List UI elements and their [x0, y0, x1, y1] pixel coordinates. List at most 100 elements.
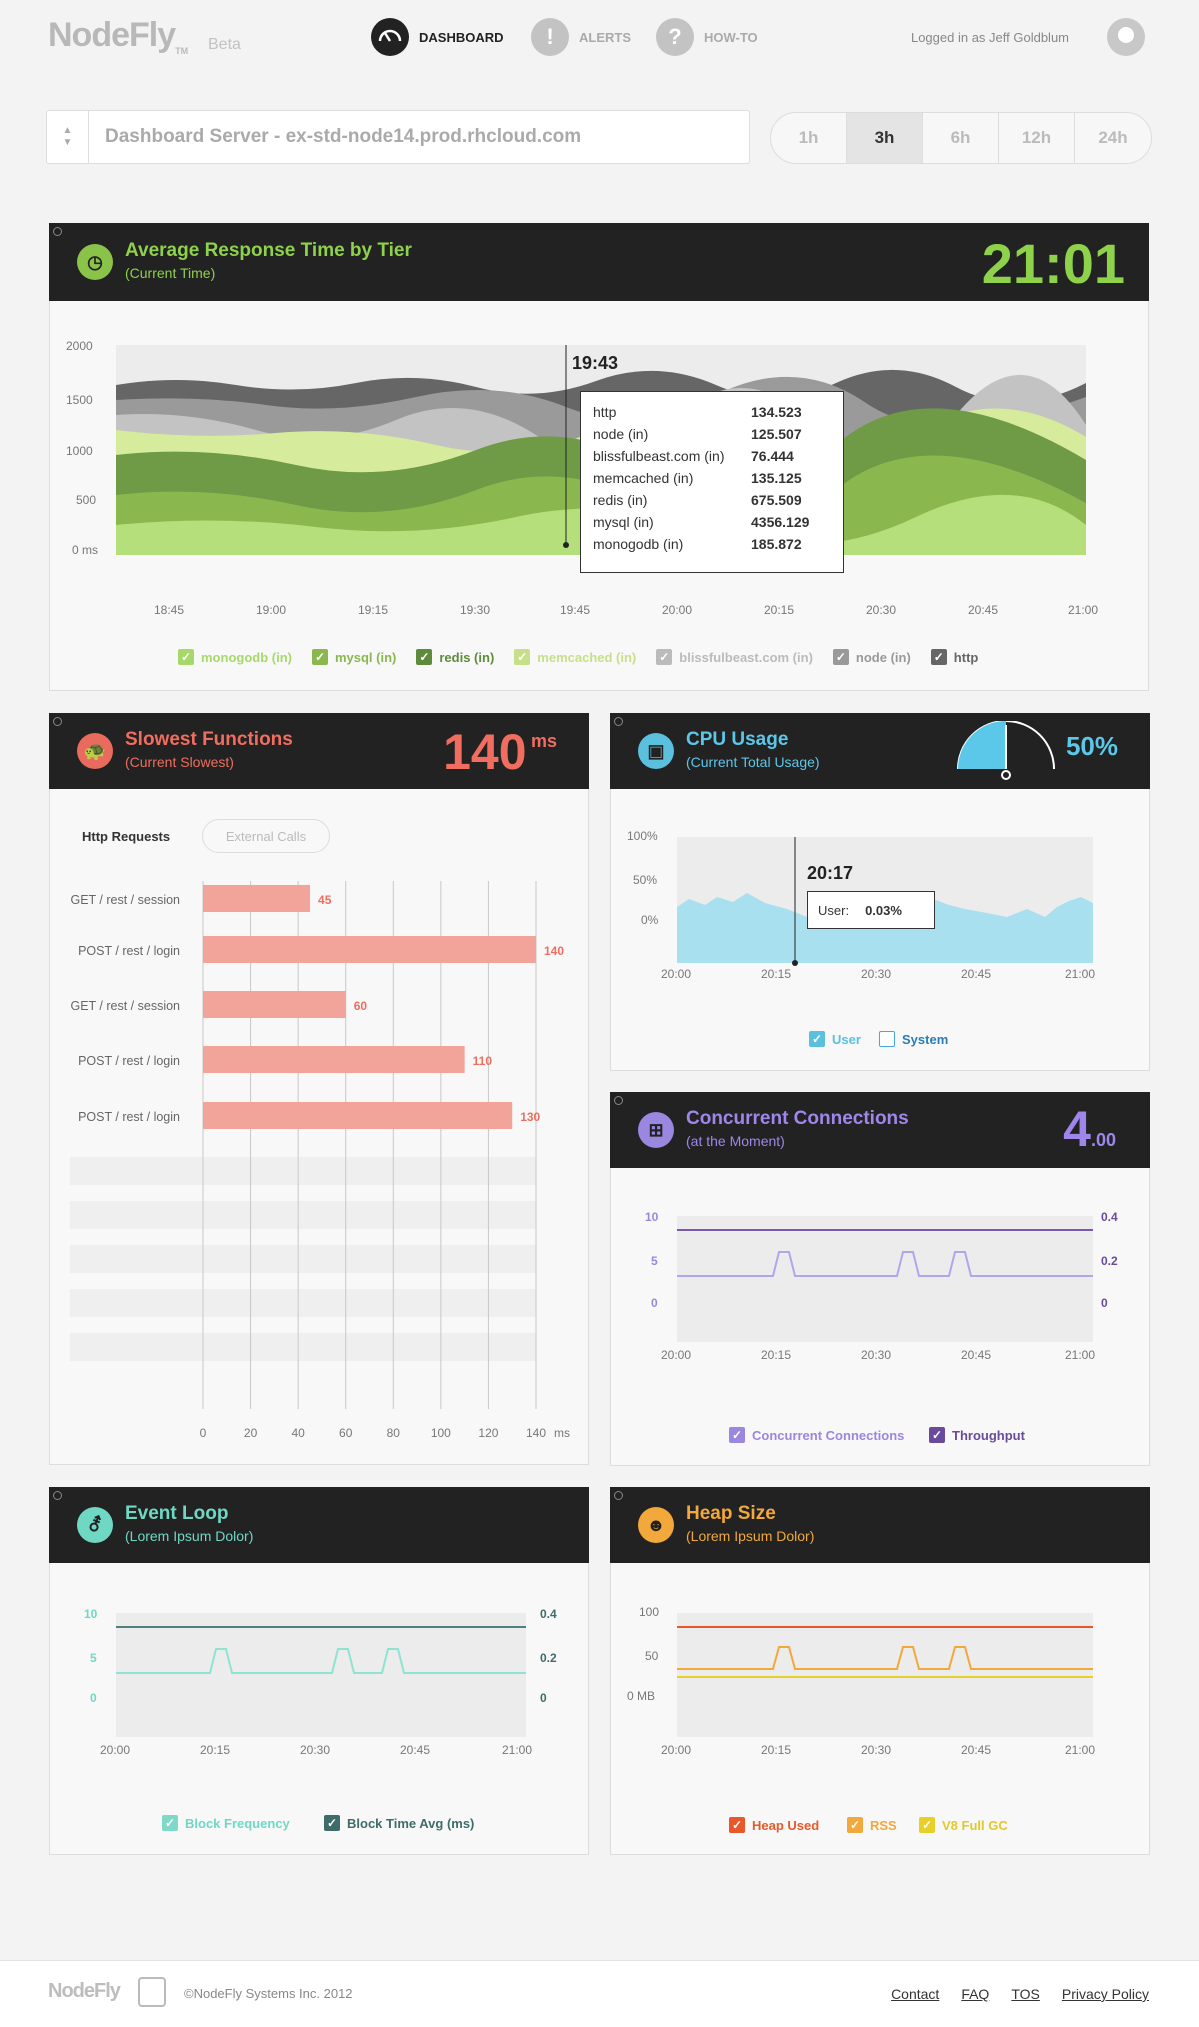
legend-item[interactable]: ✓ monogodb (in) [178, 649, 292, 665]
checkbox-icon[interactable]: ✓ [929, 1427, 945, 1443]
legend-block-time-avg[interactable]: ✓ Block Time Avg (ms) [324, 1815, 474, 1831]
connections-subtitle: (at the Moment) [686, 1133, 785, 1149]
y-tick: 10 [84, 1607, 98, 1621]
checkbox-icon[interactable]: ✓ [832, 649, 849, 665]
y-tick: 50 [645, 1649, 659, 1663]
server-selector[interactable]: ▲ ▼ Dashboard Server - ex-std-node14.pro… [46, 110, 750, 164]
legend-item[interactable]: ✓ redis (in) [416, 649, 494, 665]
legend-item[interactable]: ✓ memcached (in) [514, 649, 636, 665]
checkbox-icon[interactable]: ✓ [729, 1427, 745, 1443]
time-range-selector[interactable]: 1h 3h 6h 12h 24h [770, 112, 1152, 164]
legend-item[interactable]: ✓ node (in) [832, 649, 911, 665]
checkbox-icon[interactable] [879, 1031, 895, 1047]
connections-panel-header: ⊞ Concurrent Connections (at the Moment) … [610, 1092, 1150, 1168]
legend-label: Concurrent Connections [752, 1427, 905, 1443]
app-logo[interactable]: NodeFlyTM [48, 16, 188, 56]
legend-label: http [953, 649, 979, 665]
legend-label: redis (in) [439, 649, 495, 665]
nav-alerts[interactable]: ! ALERTS [531, 18, 631, 56]
y-tick: 50% [633, 873, 658, 887]
legend-rss[interactable]: ✓ RSS [847, 1817, 897, 1833]
legend-label: System [902, 1031, 949, 1047]
x-tick: 20:30 [861, 967, 892, 981]
checkbox-icon[interactable]: ✓ [729, 1817, 745, 1833]
footer-links: Contact FAQ TOS Privacy Policy [891, 1986, 1149, 2002]
server-stepper[interactable]: ▲ ▼ [47, 111, 89, 163]
x-tick: 20:45 [961, 1743, 992, 1757]
y-tick-right: 0 [540, 1691, 547, 1705]
close-icon[interactable] [614, 1491, 623, 1500]
legend-concurrent-connections[interactable]: ✓ Concurrent Connections [729, 1427, 904, 1443]
slowest-value: 140 [443, 724, 527, 780]
checkbox-icon[interactable]: ✓ [178, 649, 194, 665]
range-1h[interactable]: 1h [771, 113, 847, 163]
checkbox-icon[interactable]: ✓ [324, 1815, 340, 1831]
legend-heap-used[interactable]: ✓ Heap Used [729, 1817, 819, 1833]
response-value: 21:01 [981, 232, 1125, 295]
legend-v8-full-gc[interactable]: ✓ V8 Full GC [919, 1817, 1008, 1833]
checkbox-icon[interactable]: ✓ [919, 1817, 935, 1833]
checkbox-icon[interactable]: ✓ [162, 1815, 178, 1831]
checkbox-icon[interactable]: ✓ [847, 1817, 863, 1833]
footer-link-faq[interactable]: FAQ [961, 1986, 990, 2002]
server-name[interactable]: Dashboard Server - ex-std-node14.prod.rh… [105, 126, 582, 147]
chip-icon: ▣ [638, 733, 674, 769]
user-avatar-icon[interactable] [1107, 18, 1145, 56]
tooltip-row: mysql (in) 4356.129 [593, 514, 831, 530]
checkbox-icon[interactable]: ✓ [311, 649, 328, 665]
logo-text: NodeFly [48, 16, 176, 54]
bar-value-label: 130 [520, 1110, 540, 1124]
legend-item[interactable]: ✓ http [930, 649, 979, 665]
tooltip-series-name: memcached (in) [593, 470, 694, 486]
close-icon[interactable] [614, 717, 623, 726]
checkbox-icon[interactable]: ✓ [514, 649, 531, 665]
x-tick: 21:00 [1065, 967, 1096, 981]
range-3h[interactable]: 3h [847, 113, 923, 163]
tab-http-requests[interactable]: Http Requests [82, 829, 171, 844]
heap-subtitle: (Lorem Ipsum Dolor) [686, 1528, 815, 1544]
legend-block-frequency[interactable]: ✓ Block Frequency [162, 1815, 290, 1831]
footer-link-privacy[interactable]: Privacy Policy [1061, 1986, 1149, 2002]
close-icon[interactable] [53, 717, 62, 726]
legend-throughput[interactable]: ✓ Throughput [929, 1427, 1025, 1443]
close-icon[interactable] [53, 227, 62, 236]
legend-user[interactable]: ✓ User [809, 1031, 861, 1047]
range-12h[interactable]: 12h [999, 113, 1075, 163]
x-tick: 21:00 [1068, 603, 1099, 617]
footer-link-tos[interactable]: TOS [1011, 1986, 1040, 2002]
checkbox-icon[interactable]: ✓ [930, 649, 947, 665]
chevron-down-icon[interactable]: ▼ [62, 137, 73, 148]
tab-external-calls[interactable]: External Calls [202, 819, 330, 853]
footer-link-contact[interactable]: Contact [891, 1986, 940, 2002]
y-tick: 0 [90, 1691, 97, 1705]
close-icon[interactable] [614, 1096, 623, 1105]
legend-label: Heap Used [752, 1817, 820, 1833]
x-tick: 120 [478, 1426, 498, 1440]
x-tick: 20:45 [961, 1348, 992, 1362]
x-unit: ms [554, 1426, 570, 1440]
legend-item[interactable]: ✓ blissfulbeast.com (in) [656, 649, 813, 665]
legend-label: Block Time Avg (ms) [347, 1815, 475, 1831]
bar [203, 936, 536, 963]
x-tick: 20:30 [866, 603, 897, 617]
heap-line-chart[interactable] [677, 1613, 1093, 1743]
checkbox-icon[interactable]: ✓ [656, 649, 673, 665]
legend-item[interactable]: ✓ mysql (in) [311, 649, 396, 665]
eventloop-line-chart[interactable] [116, 1613, 526, 1743]
checkbox-icon[interactable]: ✓ [416, 649, 433, 665]
range-6h[interactable]: 6h [923, 113, 999, 163]
range-24h[interactable]: 24h [1098, 128, 1128, 147]
bar-value-label: 45 [318, 893, 332, 907]
legend-system[interactable]: System [879, 1031, 948, 1047]
response-subtitle: (Current Time) [125, 265, 216, 281]
legend-label: Block Frequency [185, 1815, 290, 1831]
bar-value-label: 110 [473, 1054, 493, 1068]
footer-logo: NodeFly [48, 1980, 121, 2002]
connections-line-chart[interactable] [677, 1216, 1093, 1346]
tooltip-series-value: 185.872 [751, 536, 802, 552]
chevron-up-icon[interactable]: ▲ [62, 125, 73, 136]
checkbox-icon[interactable]: ✓ [809, 1031, 825, 1047]
nav-dashboard[interactable]: DASHBOARD [371, 18, 504, 56]
close-icon[interactable] [53, 1491, 62, 1500]
nav-howto[interactable]: ? HOW-TO [656, 18, 758, 56]
